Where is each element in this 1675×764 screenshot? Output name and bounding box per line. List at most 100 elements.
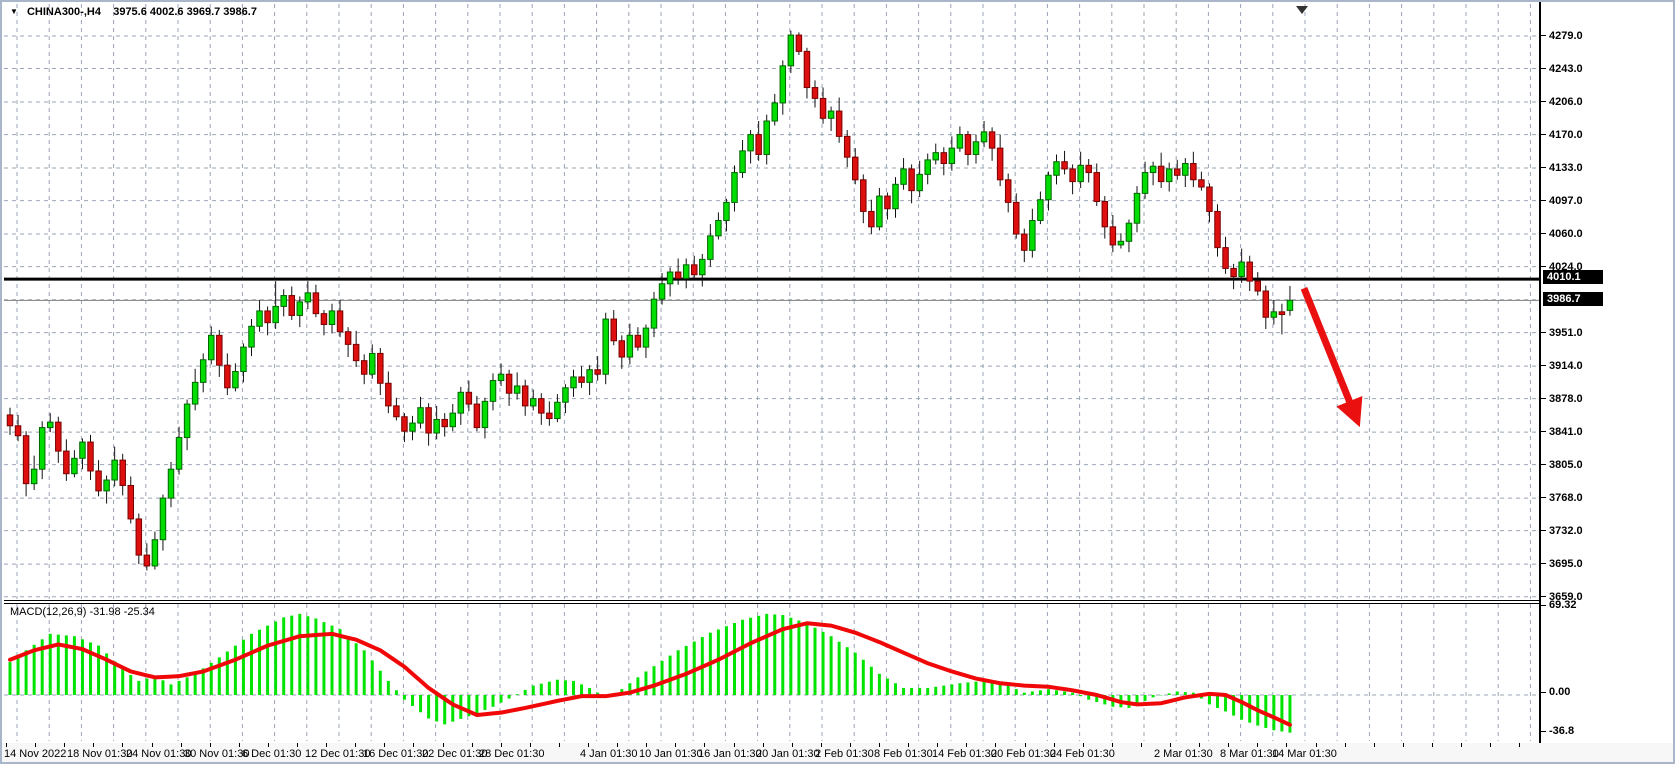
candle (360, 360, 368, 375)
candle (183, 403, 191, 439)
time-tick (704, 743, 706, 747)
candle (71, 457, 78, 475)
candle (578, 376, 585, 383)
candle (876, 195, 883, 228)
chart-shift-marker-icon[interactable] (1296, 6, 1308, 14)
candle (449, 412, 456, 428)
candle (988, 131, 996, 149)
candle (6, 414, 14, 427)
time-label: 24 Nov 01:30 (126, 748, 192, 760)
candle (1278, 311, 1286, 316)
candle (1198, 179, 1205, 188)
time-label: 2 Feb 01:30 (815, 748, 874, 760)
macd-axis-max-label: 69.32 (1541, 599, 1577, 611)
time-tick (646, 743, 648, 747)
candle (272, 305, 279, 324)
time-tick (588, 743, 589, 747)
time-tick (879, 743, 880, 747)
candle (868, 210, 875, 228)
candle (1222, 247, 1229, 269)
candle (1190, 163, 1197, 181)
candle (1182, 163, 1189, 176)
candle (1270, 311, 1278, 318)
candle (473, 403, 481, 429)
candle (159, 497, 167, 541)
time-label: 2 Mar 01:30 (1154, 748, 1213, 760)
time-tick (35, 743, 37, 747)
time-tick (413, 743, 415, 747)
price-tick-label: 3841.0 (1541, 426, 1583, 439)
candle (385, 382, 392, 407)
candle (489, 380, 497, 402)
candle (264, 310, 271, 324)
candle (497, 373, 505, 382)
candle (143, 554, 151, 567)
price-tick-label: 3768.0 (1541, 492, 1583, 505)
time-tick (1519, 743, 1521, 747)
time-tick (442, 743, 444, 747)
time-label: 20 Feb 01:30 (991, 748, 1056, 760)
candle (602, 318, 609, 375)
candle (707, 235, 714, 260)
candle (344, 331, 352, 345)
candle (433, 418, 440, 434)
time-label: 18 Nov 01:30 (67, 748, 133, 760)
candle (240, 346, 247, 373)
candle (964, 134, 972, 155)
price-axis: 4279.0 4243.0 4206.0 4170.0 4133.0 4097.0 4060… (1539, 2, 1673, 743)
candle (747, 134, 754, 152)
price-tick-label: 3951.0 (1541, 326, 1583, 339)
candle (175, 437, 183, 470)
macd-indicator-panel[interactable] (4, 603, 1539, 744)
macd-chart[interactable] (4, 604, 1539, 741)
candle (505, 373, 513, 394)
symbol-dropdown-icon[interactable]: ▼ (10, 7, 18, 16)
candle (908, 168, 915, 192)
time-label: 6 Dec 01:30 (242, 748, 302, 760)
candle (819, 97, 827, 119)
candle (956, 134, 964, 149)
candle (1053, 161, 1060, 176)
candle (852, 156, 859, 181)
down-arrow-annotation[interactable] (1300, 287, 1363, 428)
time-tick (93, 743, 95, 747)
time-tick (238, 743, 240, 747)
time-tick (297, 743, 298, 747)
candle (610, 318, 617, 342)
time-tick (1199, 743, 1201, 747)
candle (699, 258, 706, 276)
candle (63, 450, 70, 475)
time-tick (267, 743, 269, 747)
candle (1157, 165, 1165, 183)
candle (1238, 261, 1245, 278)
time-axis: 14 Nov 2022 18 Nov 01:30 24 Nov 01:30 30 No… (2, 743, 1673, 762)
candle (972, 141, 980, 155)
time-tick (1257, 743, 1259, 747)
time-tick (1024, 743, 1026, 747)
candle (119, 459, 126, 486)
time-tick (209, 743, 211, 747)
price-tick-label: 4060.0 (1541, 228, 1583, 241)
candle (1286, 299, 1294, 311)
candle (216, 334, 223, 366)
candle (1254, 280, 1261, 292)
candle (755, 134, 762, 155)
candle (674, 271, 682, 279)
candle (594, 369, 601, 375)
candle (457, 391, 465, 414)
candle (900, 168, 907, 185)
candlestick-chart[interactable] (4, 4, 1539, 599)
time-tick (471, 743, 473, 747)
time-tick (384, 743, 386, 747)
price-tick-label: 4170.0 (1541, 128, 1583, 141)
candle (465, 391, 473, 405)
candle (377, 352, 384, 384)
main-chart-panel[interactable] (4, 4, 1539, 601)
candle (127, 484, 134, 520)
candle (1206, 186, 1213, 212)
time-label: 10 Jan 01:30 (639, 748, 703, 760)
candle (980, 131, 988, 143)
candle (691, 264, 698, 276)
candle (95, 470, 102, 492)
time-tick (1461, 743, 1462, 747)
